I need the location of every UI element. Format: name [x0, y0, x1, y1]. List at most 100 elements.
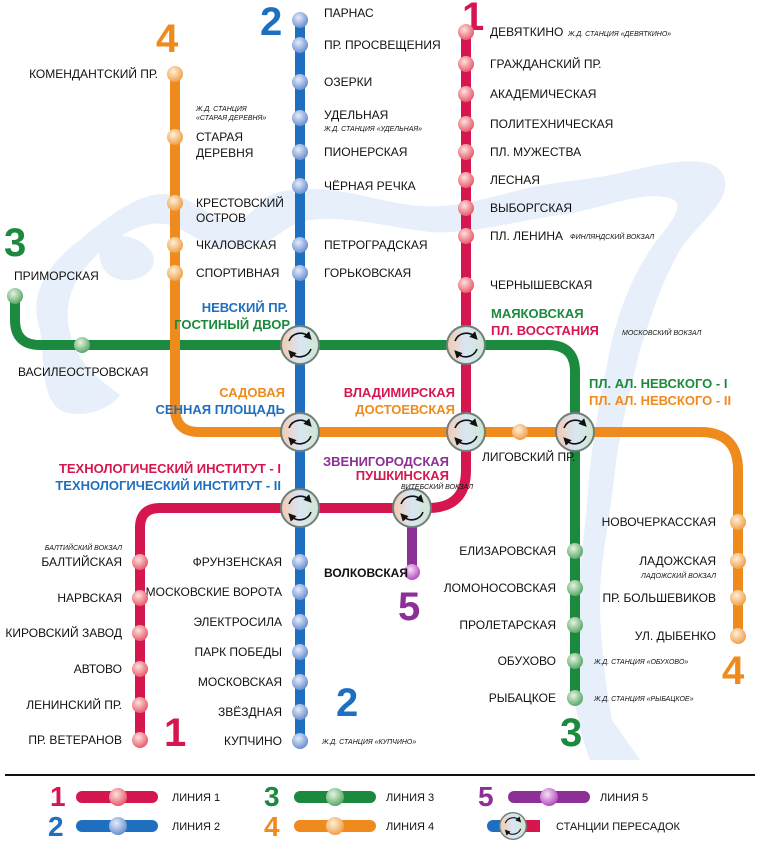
station-dot[interactable]: [292, 674, 308, 690]
station-petrogradskaya[interactable]: ПЕТРОГРАДСКАЯ: [324, 238, 428, 252]
label-mayakovskaya[interactable]: МАЯКОВСКАЯ: [491, 306, 584, 321]
interchange-sennaya[interactable]: [281, 413, 319, 451]
station-komendantsky[interactable]: КОМЕНДАНТСКИЙ ПР.: [29, 66, 158, 81]
station-chkalovskaya[interactable]: ЧКАЛОВСКАЯ: [196, 238, 276, 252]
interchange-pushkinskaya[interactable]: [393, 489, 431, 527]
station-pionerskaya[interactable]: ПИОНЕРСКАЯ: [324, 145, 407, 159]
label-sennaya[interactable]: СЕННАЯ ПЛОЩАДЬ: [156, 402, 285, 417]
interchange-vladimirskaya[interactable]: [447, 413, 485, 451]
station-dot[interactable]: [458, 277, 474, 293]
station-dot[interactable]: [567, 543, 583, 559]
label-sadovaya[interactable]: САДОВАЯ: [219, 385, 285, 400]
station-dot[interactable]: [74, 337, 90, 353]
station-dot[interactable]: [292, 37, 308, 53]
station-politekhnicheskaya[interactable]: ПОЛИТЕХНИЧЕСКАЯ: [490, 117, 613, 131]
station-krestovsky-1[interactable]: КРЕСТОВСКИЙ: [196, 195, 284, 210]
station-pl-lenina[interactable]: ПЛ. ЛЕНИНА: [490, 229, 563, 243]
station-dot[interactable]: [458, 116, 474, 132]
station-dot[interactable]: [458, 200, 474, 216]
station-dot[interactable]: [132, 732, 148, 748]
station-dot[interactable]: [404, 564, 420, 580]
station-devyatkino[interactable]: ДЕВЯТКИНО: [490, 25, 563, 39]
label-nevskogo-1[interactable]: ПЛ. АЛ. НЕВСКОГО - I: [589, 376, 727, 391]
station-parnas[interactable]: ПАРНАС: [324, 6, 374, 20]
station-novocherkasskaya[interactable]: НОВОЧЕРКАССКАЯ: [602, 515, 716, 529]
station-dot[interactable]: [167, 265, 183, 281]
station-dot[interactable]: [167, 66, 183, 82]
label-pushkinskaya[interactable]: ПУШКИНСКАЯ: [356, 468, 449, 483]
station-dot[interactable]: [458, 24, 474, 40]
station-dot[interactable]: [458, 56, 474, 72]
station-dot[interactable]: [167, 195, 183, 211]
station-dot[interactable]: [567, 690, 583, 706]
station-dot[interactable]: [132, 554, 148, 570]
station-gorkovskaya[interactable]: ГОРЬКОВСКАЯ: [324, 266, 411, 280]
station-dot[interactable]: [132, 697, 148, 713]
station-ligovsky[interactable]: ЛИГОВСКИЙ ПР.: [482, 449, 575, 464]
station-lesnaya[interactable]: ЛЕСНАЯ: [490, 173, 540, 187]
station-rybatskoe[interactable]: РЫБАЦКОЕ: [489, 691, 556, 705]
station-dot[interactable]: [292, 614, 308, 630]
station-dot[interactable]: [458, 228, 474, 244]
label-vladimirskaya[interactable]: ВЛАДИМИРСКАЯ: [344, 385, 455, 400]
station-akademicheskaya[interactable]: АКАДЕМИЧЕСКАЯ: [490, 87, 596, 101]
station-dot[interactable]: [292, 644, 308, 660]
station-sportivnaya[interactable]: СПОРТИВНАЯ: [196, 266, 279, 280]
station-dot[interactable]: [132, 590, 148, 606]
station-dot[interactable]: [292, 144, 308, 160]
station-vyborgskaya[interactable]: ВЫБОРГСКАЯ: [490, 201, 572, 215]
station-dot[interactable]: [458, 144, 474, 160]
station-pr-bolshevikov[interactable]: ПР. БОЛЬШЕВИКОВ: [602, 591, 716, 605]
interchange-vosstaniya[interactable]: [447, 326, 485, 364]
station-park-pobedy[interactable]: ПАРК ПОБЕДЫ: [194, 645, 282, 659]
label-nevskogo-2[interactable]: ПЛ. АЛ. НЕВСКОГО - II: [589, 393, 731, 408]
station-krestovsky-2[interactable]: ОСТРОВ: [196, 211, 246, 225]
station-leninsky-pr[interactable]: ЛЕНИНСКИЙ ПР.: [26, 697, 122, 712]
station-dot[interactable]: [7, 288, 23, 304]
station-moskovskie-vorota[interactable]: МОСКОВСКИЕ ВОРОТА: [146, 585, 282, 599]
station-dot[interactable]: [292, 265, 308, 281]
label-gostiny[interactable]: ГОСТИНЫЙ ДВОР: [174, 317, 290, 332]
station-chernyshevskaya[interactable]: ЧЕРНЫШЕВСКАЯ: [490, 278, 592, 292]
station-staraya-derevnya-1[interactable]: СТАРАЯ: [196, 130, 243, 144]
station-udelnaya[interactable]: УДЕЛЬНАЯ: [324, 108, 388, 122]
interchange-nevskogo[interactable]: [556, 413, 594, 451]
station-kirovsky-zavod[interactable]: КИРОВСКИЙ ЗАВОД: [5, 625, 122, 640]
station-chernaya-rechka[interactable]: ЧЁРНАЯ РЕЧКА: [324, 179, 416, 193]
station-pl-muzhestva[interactable]: ПЛ. МУЖЕСТВА: [490, 145, 581, 159]
station-dot[interactable]: [292, 733, 308, 749]
station-elizarovskaya[interactable]: ЕЛИЗАРОВСКАЯ: [459, 544, 556, 558]
station-elektrosila[interactable]: ЭЛЕКТРОСИЛА: [193, 615, 282, 629]
label-nevsky[interactable]: НЕВСКИЙ ПР.: [202, 300, 288, 315]
station-dot[interactable]: [167, 129, 183, 145]
interchange-tekhnolog[interactable]: [281, 489, 319, 527]
station-kupchino[interactable]: КУПЧИНО: [224, 734, 282, 748]
label-tekhnolog-2[interactable]: ТЕХНОЛОГИЧЕСКИЙ ИНСТИТУТ - II: [55, 478, 281, 493]
station-avtovo[interactable]: АВТОВО: [74, 662, 122, 676]
station-dot[interactable]: [567, 580, 583, 596]
station-dot[interactable]: [292, 12, 308, 28]
station-vasileostrovskaya[interactable]: ВАСИЛЕОСТРОВСКАЯ: [18, 365, 148, 379]
station-ladozhskaya[interactable]: ЛАДОЖСКАЯ: [639, 554, 716, 568]
station-lomonosovskaya[interactable]: ЛОМОНОСОВСКАЯ: [444, 581, 556, 595]
station-dot[interactable]: [730, 553, 746, 569]
station-dot[interactable]: [458, 172, 474, 188]
station-pr-veteranov[interactable]: ПР. ВЕТЕРАНОВ: [28, 733, 122, 747]
station-dot[interactable]: [730, 514, 746, 530]
station-dot[interactable]: [730, 590, 746, 606]
station-volkovskaya[interactable]: ВОЛКОВСКАЯ: [324, 566, 408, 580]
station-dot[interactable]: [292, 110, 308, 126]
station-dot[interactable]: [567, 617, 583, 633]
station-pr-prosvescheniya[interactable]: ПР. ПРОСВЕЩЕНИЯ: [324, 38, 441, 52]
station-zvezdnaya[interactable]: ЗВЁЗДНАЯ: [218, 705, 282, 719]
station-moskovskaya[interactable]: МОСКОВСКАЯ: [198, 675, 282, 689]
station-dot[interactable]: [132, 661, 148, 677]
station-ul-dybenko[interactable]: УЛ. ДЫБЕНКО: [635, 629, 716, 643]
station-baltiyskaya[interactable]: БАЛТИЙСКАЯ: [41, 554, 122, 569]
station-dot[interactable]: [167, 237, 183, 253]
station-dot[interactable]: [730, 628, 746, 644]
station-primorskaya[interactable]: ПРИМОРСКАЯ: [14, 269, 99, 283]
station-dot[interactable]: [292, 74, 308, 90]
station-dot[interactable]: [512, 424, 528, 440]
station-dot[interactable]: [292, 554, 308, 570]
